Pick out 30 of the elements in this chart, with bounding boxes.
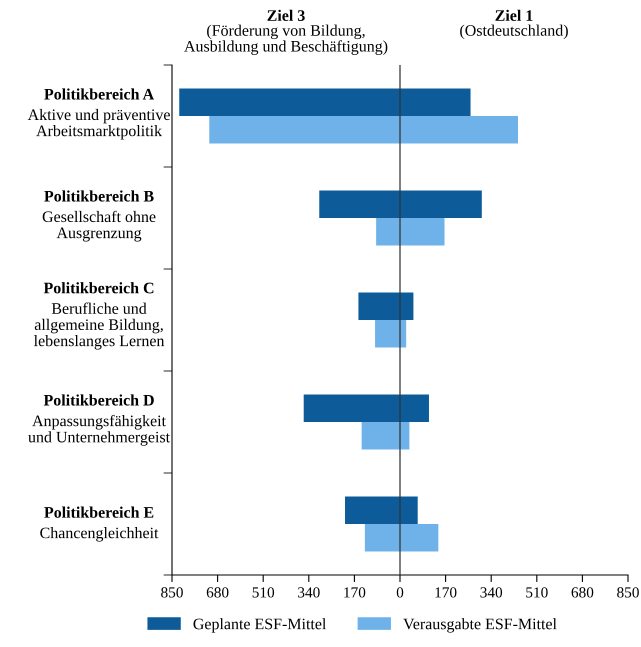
x-tick-label: 680: [572, 587, 594, 598]
x-tick-label: 340: [480, 587, 502, 598]
x-tick-label: 0: [396, 587, 404, 598]
bar: [375, 320, 406, 348]
bar: [304, 394, 429, 422]
x-tick-label: 850: [161, 587, 183, 598]
x-tick-label: 850: [617, 587, 639, 598]
text: Ziel 1 (Ostdeutschland): [460, 10, 568, 40]
bar: [209, 116, 518, 144]
x-tick-label: 170: [435, 587, 456, 598]
x-tick-label: 510: [526, 587, 548, 598]
y-tick-label: Politikbereich B Gesellschaft ohne Ausgrenzung: [42, 190, 156, 242]
bar: [179, 88, 471, 116]
y-tick-label: Politikbereich E Chancengleichheit: [40, 506, 158, 542]
text: Ziel 3 (Förderung von Bildung, Ausbildung und Beschäftigung): [184, 10, 388, 55]
legend-label: Verausgabte ESF-Mittel: [403, 618, 557, 633]
x-tick-label: 340: [298, 587, 320, 598]
bar: [358, 292, 414, 320]
y-tick-label: Politikbereich D Anpassungsfähigkeit und Unternehmergeist: [28, 394, 170, 446]
x-tick-label: 510: [252, 587, 274, 598]
bar: [362, 422, 410, 450]
y-tick-label: Politikbereich A Aktive und präventive Arbeitsmarktpolitik: [28, 88, 170, 140]
y-tick-label: Politikbereich C Berufliche und allgemeine Bildung, lebenslanges Lernen: [34, 282, 164, 350]
bar: [376, 218, 445, 246]
legend-label: Geplante ESF-Mittel: [194, 618, 326, 633]
bar: [364, 524, 438, 552]
bar: [319, 190, 482, 218]
bar: [345, 496, 418, 524]
x-tick-label: 680: [206, 587, 228, 598]
x-tick-label: 170: [344, 587, 366, 598]
